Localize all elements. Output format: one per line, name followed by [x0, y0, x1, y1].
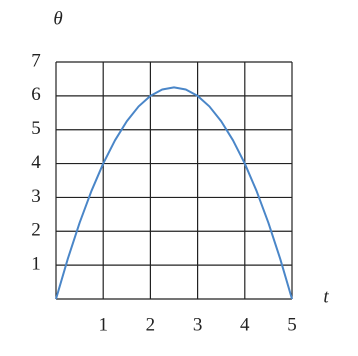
- x-axis-label: t: [323, 286, 329, 307]
- y-tick-label: 2: [31, 220, 41, 241]
- x-tick-label: 2: [146, 314, 156, 335]
- x-tick-label: 4: [240, 314, 250, 335]
- y-tick-label: 1: [31, 254, 41, 275]
- y-tick-label: 6: [31, 84, 41, 105]
- y-tick-label: 3: [31, 186, 41, 207]
- curve: [55, 86, 293, 300]
- x-tick-label: 5: [287, 314, 297, 335]
- y-tick-label: 7: [31, 50, 41, 71]
- y-tick-label: 4: [31, 152, 41, 173]
- y-axis-label: θ: [53, 8, 62, 29]
- x-tick-label: 3: [193, 314, 203, 335]
- y-tick-label: 5: [31, 118, 41, 139]
- x-tick-label: 1: [98, 314, 108, 335]
